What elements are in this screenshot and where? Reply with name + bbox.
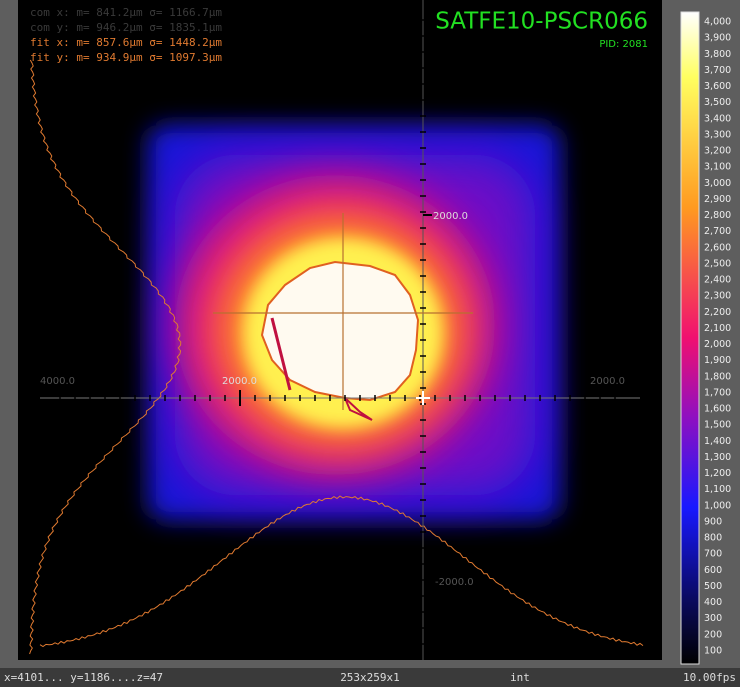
colorbar-label: 1,500 bbox=[704, 420, 731, 431]
colorbar-label: 3,700 bbox=[704, 65, 731, 76]
colorbar-label: 1,700 bbox=[704, 387, 731, 398]
colorbar-label: 200 bbox=[704, 629, 722, 640]
colorbar bbox=[680, 11, 700, 665]
colorbar-label: 600 bbox=[704, 565, 722, 576]
colorbar-label: 2,600 bbox=[704, 242, 731, 253]
colorbar-label: 2,200 bbox=[704, 307, 731, 318]
colorbar-label: 3,000 bbox=[704, 178, 731, 189]
colorbar-label: 500 bbox=[704, 581, 722, 592]
colorbar-label: 900 bbox=[704, 516, 722, 527]
axis-label: 2000.0 bbox=[222, 376, 257, 387]
pid: PID: 2081 bbox=[599, 39, 648, 50]
status-size: 253x259x1 bbox=[340, 671, 400, 684]
colorbar-label: 2,900 bbox=[704, 194, 731, 205]
beam-image bbox=[29, 0, 644, 660]
colorbar-label: 1,600 bbox=[704, 404, 731, 415]
camera-name: SATFE10-PSCR066 bbox=[435, 9, 648, 35]
status-cursor: x=4101... y=1186....z=47 bbox=[4, 671, 163, 684]
colorbar-label: 3,900 bbox=[704, 33, 731, 44]
colorbar-label: 3,400 bbox=[704, 113, 731, 124]
status-type: int bbox=[510, 671, 530, 684]
axis-label: 2000.0 bbox=[433, 211, 468, 222]
colorbar-label: 2,500 bbox=[704, 258, 731, 269]
colorbar-label: 700 bbox=[704, 549, 722, 560]
colorbar-label: 4,000 bbox=[704, 17, 731, 28]
colorbar-label: 2,000 bbox=[704, 339, 731, 350]
colorbar-label: 2,800 bbox=[704, 210, 731, 221]
status-bar bbox=[0, 668, 740, 687]
colorbar-label: 1,800 bbox=[704, 371, 731, 382]
status-rate: 10.00fps bbox=[683, 671, 736, 684]
colorbar-label: 3,200 bbox=[704, 146, 731, 157]
colorbar-label: 1,900 bbox=[704, 355, 731, 366]
colorbar-label: 2,700 bbox=[704, 226, 731, 237]
colorbar-label: 1,400 bbox=[704, 436, 731, 447]
stat-fit-y: fit y: m= 934.9µm σ= 1097.3µm bbox=[30, 51, 222, 64]
axis-label: 2000.0 bbox=[590, 376, 625, 387]
colorbar-label: 1,100 bbox=[704, 484, 731, 495]
colorbar-label: 2,400 bbox=[704, 275, 731, 286]
colorbar-label: 3,100 bbox=[704, 162, 731, 173]
colorbar-label: 400 bbox=[704, 597, 722, 608]
colorbar-label: 2,100 bbox=[704, 323, 731, 334]
colorbar-label: 800 bbox=[704, 533, 722, 544]
colorbar-label: 3,800 bbox=[704, 49, 731, 60]
colorbar-label: 1,200 bbox=[704, 468, 731, 479]
stat-fit-x: fit x: m= 857.6µm σ= 1448.2µm bbox=[30, 36, 222, 49]
colorbar-label: 3,300 bbox=[704, 129, 731, 140]
axis-label: 4000.0 bbox=[40, 376, 75, 387]
colorbar-label: 300 bbox=[704, 613, 722, 624]
colorbar-panel bbox=[662, 0, 740, 668]
colorbar-label: 100 bbox=[704, 646, 722, 657]
colorbar-label: 1,000 bbox=[704, 500, 731, 511]
colorbar-label: 2,300 bbox=[704, 291, 731, 302]
stat-com-x: com x: m= 841.2µm σ= 1166.7µm bbox=[30, 6, 222, 19]
colorbar-label: 3,500 bbox=[704, 97, 731, 108]
axis-label: -2000.0 bbox=[435, 577, 474, 588]
colorbar-label: 3,600 bbox=[704, 81, 731, 92]
stat-com-y: com y: m= 946.2µm σ= 1835.1µm bbox=[30, 21, 222, 34]
colorbar-label: 1,300 bbox=[704, 452, 731, 463]
